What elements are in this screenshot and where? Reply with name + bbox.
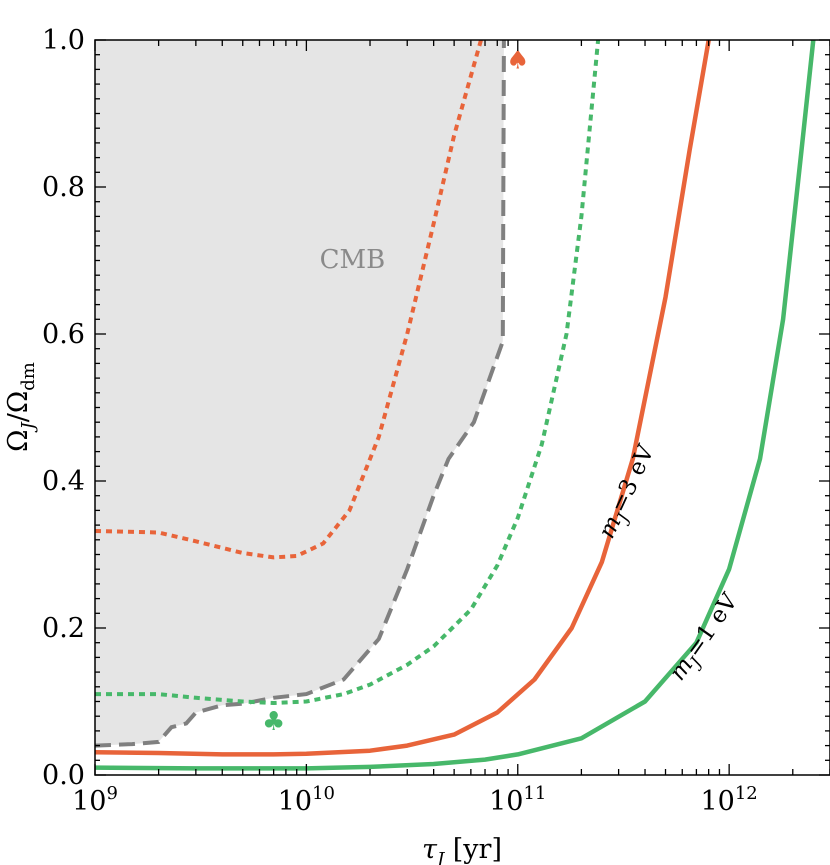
cmb-excluded-region <box>95 40 504 746</box>
y-tick-label: 0.2 <box>42 613 85 644</box>
x-tick-label: 1012 <box>701 783 758 817</box>
x-tick-label: 1011 <box>489 783 546 817</box>
y-tick-label: 1.0 <box>42 25 85 56</box>
club-marker: ♣ <box>262 707 285 737</box>
svg-text:τJ [yr]: τJ [yr] <box>422 834 502 865</box>
series-line-1-dotted <box>95 40 483 560</box>
y-tick-label: 0.4 <box>42 466 85 497</box>
svg-text:mJ=1 eV: mJ=1 eV <box>665 589 747 688</box>
cmb-region-label: CMB <box>320 245 386 275</box>
cmb-boundary-line <box>95 40 506 748</box>
series-line-2-solid <box>95 40 711 757</box>
curve-label-mj-3ev: mJ=3 eV <box>594 441 663 544</box>
spade-marker: ♠ <box>506 45 529 75</box>
series-line-3-dotted <box>95 40 601 705</box>
x-tick-label: 1010 <box>278 783 335 817</box>
x-tick-label: 109 <box>72 783 118 817</box>
svg-text:ΩJ/Ωdm: ΩJ/Ωdm <box>3 362 39 452</box>
marker-layer: ♠♣ <box>262 45 530 737</box>
series-line-4-solid <box>95 40 816 771</box>
y-axis-title: ΩJ/Ωdm <box>3 362 39 452</box>
series-layer <box>95 40 816 771</box>
axis-ticks <box>94 39 830 776</box>
svg-text:mJ=3 eV: mJ=3 eV <box>594 441 663 544</box>
tick-labels: 0.0 0.2 0.4 0.6 0.8 1.0 109 1010 1011 1012 <box>42 25 758 817</box>
y-tick-label: 0.6 <box>42 319 85 350</box>
x-axis-title: τJ [yr] <box>422 834 502 865</box>
curve-label-mj-1ev: mJ=1 eV <box>665 589 747 688</box>
plot-area: ♠♣ CMB mJ=3 eV mJ=1 eV <box>95 40 816 771</box>
y-tick-label: 0.8 <box>42 172 85 203</box>
y-tick-label: 0.0 <box>42 760 85 791</box>
